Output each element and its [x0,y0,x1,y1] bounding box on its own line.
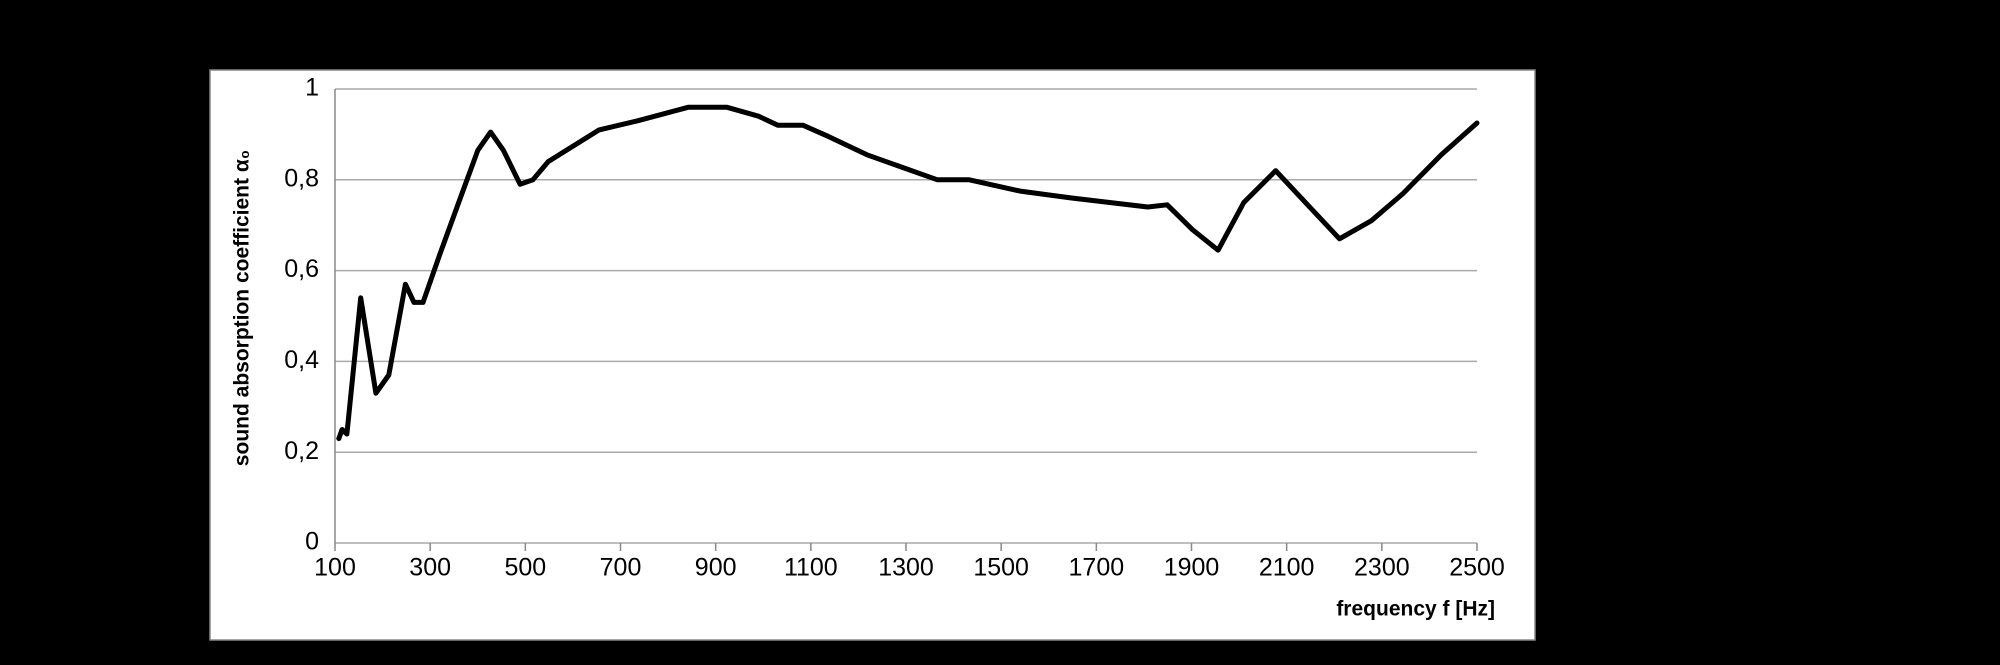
x-tick-label: 1700 [1069,554,1125,582]
x-tick-label: 1500 [973,554,1029,582]
x-tick-label: 1100 [784,554,838,582]
y-tick-label: 0,8 [284,164,319,192]
y-tick-label: 1 [305,74,319,102]
x-tick-label: 2100 [1259,554,1315,582]
x-axis-title: frequency f [Hz] [1336,598,1495,621]
x-tick-label: 2500 [1449,554,1505,582]
x-tick-label: 500 [504,554,546,582]
y-tick-label: 0 [305,528,319,556]
y-axis-title: sound absorption coefficient α₀ [231,150,254,466]
x-tick-label: 300 [409,554,451,582]
x-tick-label: 2300 [1354,554,1410,582]
x-tick-label: 100 [314,554,356,582]
x-tick-label: 1900 [1164,554,1220,582]
x-tick-label: 700 [600,554,642,582]
y-tick-label: 0,2 [284,437,319,465]
data-line [336,104,1480,442]
x-tick-label: 1300 [878,554,934,582]
y-tick-label: 0,4 [284,346,319,374]
y-tick-label: 0,6 [284,255,319,283]
x-tick-label: 900 [695,554,737,582]
